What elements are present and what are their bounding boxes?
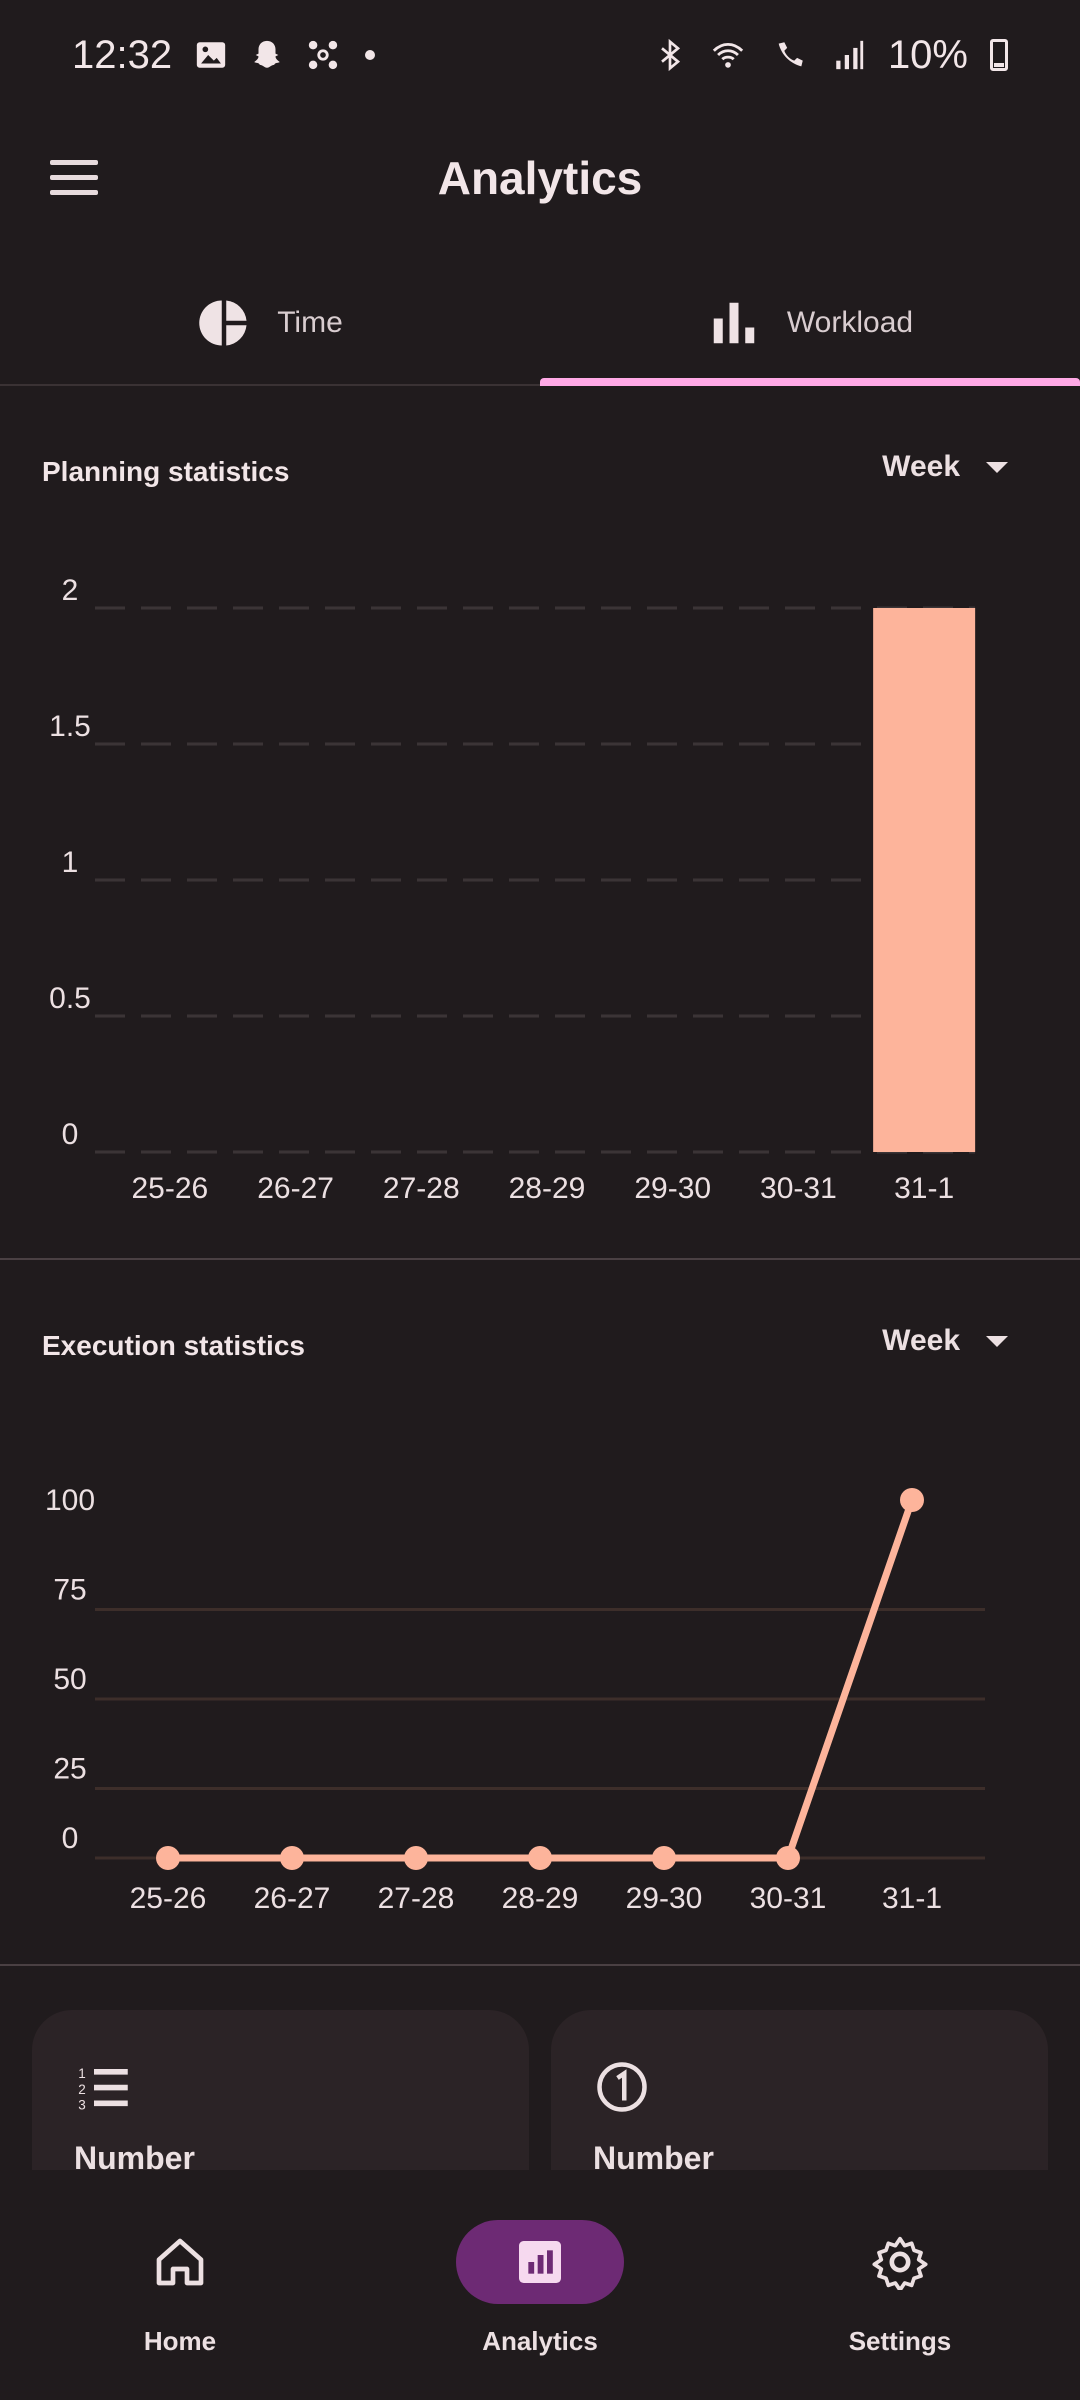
x-tick-label: 31-1 bbox=[894, 1172, 954, 1205]
bluetooth-icon bbox=[661, 38, 681, 72]
svg-text:2: 2 bbox=[78, 2082, 86, 2097]
data-point bbox=[900, 1488, 924, 1512]
x-tick-label: 26-27 bbox=[257, 1172, 334, 1205]
execution-title: Execution statistics bbox=[42, 1330, 305, 1361]
planning-bar-chart: 0 0.5 1 1.5 2 25-26 26-27 27-28 28-29 29-30 30-31 3… bbox=[49, 574, 976, 1205]
x-tick-label: 28-29 bbox=[509, 1172, 586, 1205]
planning-section: Planning statistics Week 0 0.5 1 1.5 2 25-26 2… bbox=[0, 386, 1080, 1260]
data-point bbox=[156, 1846, 180, 1870]
number-one-circle-icon bbox=[597, 2062, 647, 2112]
x-tick-label: 29-30 bbox=[634, 1172, 711, 1205]
planning-range-value: Week bbox=[882, 450, 960, 483]
tab-time-label: Time bbox=[277, 306, 343, 339]
nav-settings[interactable]: Settings bbox=[720, 2170, 1080, 2400]
nav-analytics[interactable]: Analytics bbox=[360, 2170, 720, 2400]
app-bar: Analytics bbox=[0, 110, 1080, 245]
execution-range-dropdown[interactable]: Week bbox=[882, 1324, 1008, 1358]
data-point bbox=[280, 1846, 304, 1870]
dot-icon bbox=[365, 50, 376, 60]
nav-settings-label: Settings bbox=[848, 2326, 952, 2356]
wifi-calling-icon bbox=[778, 42, 803, 67]
menu-icon[interactable] bbox=[50, 160, 98, 196]
x-tick-label: 26-27 bbox=[254, 1882, 331, 1915]
pie-chart-icon bbox=[199, 300, 247, 346]
execution-section: Execution statistics Week 0 25 50 75 100 25-2… bbox=[0, 1260, 1080, 1966]
card-label: Number bbox=[74, 2140, 195, 2170]
y-tick-label: 1.5 bbox=[49, 710, 91, 743]
card-label: Number bbox=[593, 2140, 714, 2170]
chevron-down-icon bbox=[986, 1335, 1008, 1347]
execution-line-chart: 0 25 50 75 100 25-26 26-27 27-28 28-29 29-30 30-31… bbox=[45, 1484, 985, 1915]
tab-bar: Time Workload bbox=[0, 262, 1080, 386]
y-tick-label: 75 bbox=[53, 1574, 86, 1607]
tab-workload[interactable]: Workload bbox=[540, 262, 1080, 386]
planning-range-dropdown[interactable]: Week bbox=[882, 450, 1008, 484]
data-point bbox=[776, 1846, 800, 1870]
x-tick-label: 25-26 bbox=[131, 1172, 208, 1205]
y-tick-label: 0 bbox=[62, 1822, 79, 1855]
y-tick-label: 100 bbox=[45, 1484, 95, 1517]
y-tick-label: 0.5 bbox=[49, 982, 91, 1015]
x-tick-label: 31-1 bbox=[882, 1882, 942, 1915]
y-tick-label: 25 bbox=[53, 1753, 86, 1786]
data-point bbox=[528, 1846, 552, 1870]
wifi-icon bbox=[712, 42, 744, 68]
summary-card[interactable]: 1 2 3 Number bbox=[32, 2010, 529, 2170]
gear-icon bbox=[872, 2236, 928, 2290]
bar-chart-icon bbox=[713, 302, 755, 344]
series-line bbox=[168, 1498, 916, 1862]
planning-title: Planning statistics bbox=[42, 456, 290, 487]
x-tick-label: 29-30 bbox=[626, 1882, 703, 1915]
x-tick-label: 30-31 bbox=[750, 1882, 827, 1915]
x-tick-label: 30-31 bbox=[760, 1172, 837, 1205]
svg-text:1: 1 bbox=[78, 2066, 86, 2081]
data-point bbox=[404, 1846, 428, 1870]
y-tick-label: 2 bbox=[62, 574, 79, 607]
x-tick-label: 25-26 bbox=[130, 1882, 207, 1915]
x-tick-label: 28-29 bbox=[502, 1882, 579, 1915]
data-point bbox=[652, 1846, 676, 1870]
status-time: 12:32 bbox=[72, 32, 173, 77]
tab-workload-label: Workload bbox=[786, 306, 914, 339]
analytics-icon bbox=[519, 2241, 561, 2283]
page-title: Analytics bbox=[437, 151, 643, 204]
nav-home[interactable]: Home bbox=[0, 2170, 360, 2400]
y-tick-label: 50 bbox=[53, 1663, 86, 1696]
x-tick-label: 27-28 bbox=[383, 1172, 460, 1205]
x-tick-label: 27-28 bbox=[378, 1882, 455, 1915]
pinwheel-icon bbox=[308, 40, 338, 70]
nav-analytics-label: Analytics bbox=[482, 2326, 598, 2356]
numbered-list-icon: 1 2 3 bbox=[78, 2066, 128, 2113]
chevron-down-icon bbox=[986, 461, 1008, 473]
svg-text:3: 3 bbox=[78, 2098, 86, 2113]
bar bbox=[873, 608, 976, 1152]
battery-percent: 10% bbox=[887, 32, 968, 77]
execution-range-value: Week bbox=[882, 1324, 960, 1357]
bottom-navigation: Home Analytics Settings bbox=[0, 2170, 1080, 2400]
gallery-icon bbox=[196, 42, 226, 68]
nav-home-label: Home bbox=[143, 2326, 217, 2356]
summary-card[interactable]: Number bbox=[551, 2010, 1048, 2170]
home-icon bbox=[156, 2238, 204, 2286]
signal-icon bbox=[836, 40, 864, 70]
summary-cards: 1 2 3 Number Number bbox=[32, 2010, 1048, 2170]
tab-time[interactable]: Time bbox=[0, 262, 540, 384]
y-tick-label: 1 bbox=[62, 846, 79, 879]
y-tick-label: 0 bbox=[62, 1118, 79, 1151]
battery-charging-icon bbox=[990, 39, 1008, 71]
snapchat-icon bbox=[254, 40, 280, 68]
status-bar: 12:32 10% bbox=[0, 0, 1080, 110]
